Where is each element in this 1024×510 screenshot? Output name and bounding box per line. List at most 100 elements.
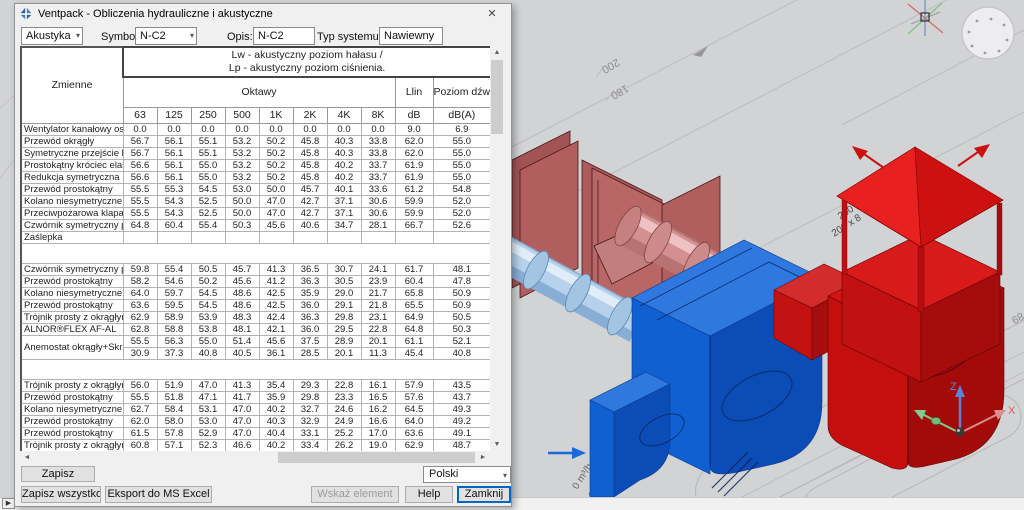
table-cell: 46.6 xyxy=(224,438,260,452)
ucs-z-label: Z xyxy=(950,381,957,393)
table-cell: 43.7 xyxy=(432,390,492,404)
table-row[interactable]: Kolano niesymetryczne 62.7 58.4 53.1 47.0 40.… xyxy=(20,402,492,416)
table-cell: 54.5 xyxy=(190,286,226,300)
table-cell: 50.3 xyxy=(224,218,260,232)
table-cell: 61.5 xyxy=(122,426,158,440)
save-button[interactable]: Zapisz xyxy=(21,466,95,482)
table-cell: 45.8 xyxy=(292,170,328,184)
opis-field[interactable]: N-C2 xyxy=(253,27,315,45)
table-cell: 62.8 xyxy=(122,322,158,336)
table-row[interactable]: Przewód prostokątny 63.6 59.5 54.5 48.6 42.5 3… xyxy=(20,298,492,312)
table-cell: 47.0 xyxy=(258,206,294,220)
table-cell: 54.3 xyxy=(156,194,192,208)
table-row[interactable]: Prostokątny króciec elastycz56.656.155.0… xyxy=(20,158,492,172)
table-cell: 52.1 xyxy=(432,334,492,348)
table-cell: 61.9 xyxy=(394,170,434,184)
table-row[interactable]: Wentylator kanałowy osio...0.00.00.00.00… xyxy=(20,122,492,136)
table-row[interactable]: Przewód okrągły 56.7 56.1 55.1 53.2 50.2 45.8 4… xyxy=(20,134,492,148)
table-cell: 57.8 xyxy=(156,426,192,440)
table-row[interactable]: Przewód prostokątny 58.2 54.6 50.2 45.6 41.2 3… xyxy=(20,274,492,288)
table-row[interactable]: Redukcja symetryczna 56.6 56.1 55.0 53.2 50.2… xyxy=(20,170,492,184)
unit-db-header: dB xyxy=(394,106,434,124)
help-button[interactable]: Help xyxy=(405,486,453,503)
table-cell: 54.6 xyxy=(156,274,192,288)
language-select[interactable]: Polski ▾ xyxy=(423,466,511,483)
table-cell: 9.0 xyxy=(394,122,434,136)
table-cell: 55.5 xyxy=(122,206,158,220)
table-cell: 6.9 xyxy=(432,122,492,136)
chevron-down-icon: ▾ xyxy=(502,471,507,480)
roof-hood-pyramid-cap[interactable] xyxy=(836,146,1004,248)
table-row[interactable]: Trójnik prosty z okrągłym od62.958.953.9… xyxy=(20,310,492,324)
table-cell: 50.2 xyxy=(258,158,294,172)
table-cell: 36.0 xyxy=(292,298,328,312)
scroll-up-icon[interactable]: ▲ xyxy=(493,49,501,56)
scroll-left-icon[interactable]: ◄ xyxy=(23,454,31,461)
table-cell: 59.5 xyxy=(156,298,192,312)
table-cell: 55.1 xyxy=(190,146,226,160)
flex-duct-blue[interactable] xyxy=(493,236,647,342)
table-cell: 54.5 xyxy=(190,182,226,196)
horizontal-scroll-thumb[interactable] xyxy=(278,452,475,463)
table-row[interactable]: ALNOR®FLEX AF-AL 62.8 58.8 53.8 48.1 42.1 36.0… xyxy=(20,322,492,336)
table-cell: 45.6 xyxy=(258,334,294,348)
close-dialog-button[interactable]: Zamknij xyxy=(457,486,511,503)
table-cell: 11.3 xyxy=(360,346,396,360)
table-cell: 50.0 xyxy=(224,194,260,208)
table-cell: 45.8 xyxy=(292,158,328,172)
table-row[interactable]: Przewód prostokątny 55.5 51.8 47.1 41.7 35.9 2… xyxy=(20,390,492,404)
table-row[interactable]: Przewód prostokątny 61.5 57.8 52.9 47.0 40.4 3… xyxy=(20,426,492,440)
table-cell: 62.7 xyxy=(122,402,158,416)
table-cell: 42.5 xyxy=(258,286,294,300)
table-cell: 58.2 xyxy=(122,274,158,288)
table-cell: 40.2 xyxy=(258,402,294,416)
table-cell: 0.0 xyxy=(258,122,294,136)
vertical-scroll-thumb[interactable] xyxy=(491,60,503,134)
row-label: Przewód prostokątny xyxy=(20,426,124,440)
mode-select[interactable]: Akustyka ▾ xyxy=(21,27,83,45)
vertical-scrollbar[interactable]: ▲ ▼ xyxy=(490,46,504,451)
table-cell: 28.9 xyxy=(326,334,362,348)
navigation-wheel[interactable] xyxy=(961,6,1015,60)
horizontal-scrollbar[interactable]: ◄ ► xyxy=(20,451,490,464)
table-cell: 55.0 xyxy=(190,158,226,172)
table-row[interactable]: Anemostat okrągły+Skrzy...55.556.355.051… xyxy=(20,334,492,360)
table-row[interactable]: Przeciwpożarowa klapa odci55.554.352.550… xyxy=(20,206,492,220)
table-cell: 42.1 xyxy=(258,322,294,336)
save-all-button[interactable]: Zapisz wszystko xyxy=(21,486,101,503)
table-cell: 22.8 xyxy=(326,378,362,392)
table-cell: 0.0 xyxy=(224,122,260,136)
close-icon[interactable]: ✕ xyxy=(487,8,497,20)
table-cell: 22.8 xyxy=(360,322,396,336)
table-row[interactable]: Przewód prostokątny 62.0 58.0 53.0 47.0 40.3 3… xyxy=(20,414,492,428)
table-cell: 40.2 xyxy=(326,170,362,184)
table-cell: 45.8 xyxy=(292,134,328,148)
table-row[interactable]: Kolano niesymetryczne 64.0 59.7 54.5 48.6 42.… xyxy=(20,286,492,300)
table-cell: 20.1 xyxy=(360,334,396,348)
table-cell: 40.4 xyxy=(258,426,294,440)
table-row[interactable]: Symetryczne przejście koło/56.756.155.15… xyxy=(20,146,492,160)
table-cell: 41.7 xyxy=(224,390,260,404)
system-type-field[interactable]: Nawiewny xyxy=(379,27,443,45)
scroll-down-icon[interactable]: ▼ xyxy=(493,441,501,448)
scroll-right-icon[interactable]: ► xyxy=(479,454,487,461)
table-row[interactable]: Czwórnik symetryczny prosto59.855.450.54… xyxy=(20,262,492,276)
table-cell: 50.0 xyxy=(224,206,260,220)
language-select-value: Polski xyxy=(429,468,459,480)
table-cell xyxy=(224,230,260,244)
table-row[interactable]: Trójnik prosty z okrągłym od56.051.947.0… xyxy=(20,378,492,392)
table-row[interactable]: Czwórnik symetryczny prosto64.860.455.45… xyxy=(20,218,492,232)
header-poziom-dzwieku: Poziom dźwięku A xyxy=(432,76,492,108)
export-excel-button[interactable]: Eksport do MS Excel xyxy=(105,486,212,503)
symbol-select[interactable]: N-C2 ▾ xyxy=(135,27,197,45)
table-cell: 54.3 xyxy=(156,206,192,220)
table-row[interactable]: Kolano niesymetryczne 55.5 54.3 52.5 50.0 47.… xyxy=(20,194,492,208)
table-cell: 41.2 xyxy=(258,274,294,288)
table-cell: 50.2 xyxy=(258,170,294,184)
table-row[interactable]: Trójnik prosty z okrągłym od60.857.152.3… xyxy=(20,438,492,452)
dialog-titlebar[interactable]: Ventpack - Obliczenia hydrauliczne i aku… xyxy=(15,4,511,24)
table-row[interactable]: Zaślepka xyxy=(20,230,492,244)
table-cell: 52.9 xyxy=(190,426,226,440)
table-cell: 0.0 xyxy=(156,122,192,136)
table-row[interactable]: Przewód prostokątny 55.5 55.3 54.5 53.0 50.0 4… xyxy=(20,182,492,196)
